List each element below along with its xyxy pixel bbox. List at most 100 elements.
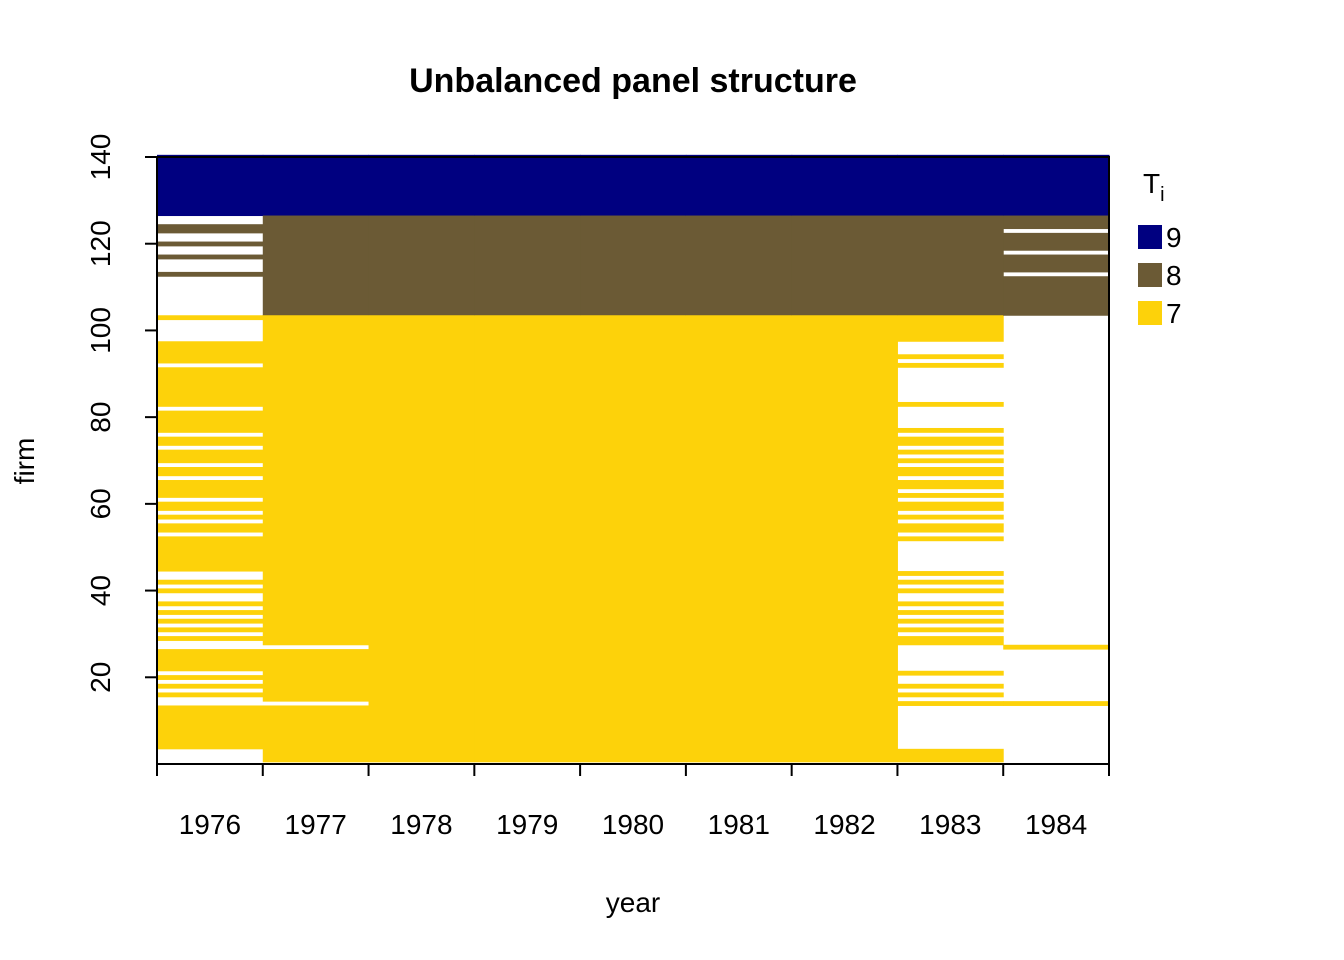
cell-run-1976-ti7 xyxy=(157,705,264,750)
cell-run-1983-ti8 xyxy=(897,215,1004,316)
cell-run-1983-ti7 xyxy=(897,493,1004,498)
cell-run-1978-ti7 xyxy=(368,315,475,763)
x-tick-label: 1982 xyxy=(813,809,875,840)
cell-run-1979-ti9 xyxy=(474,154,581,217)
legend-entries: 9 8 7 xyxy=(1138,222,1182,329)
legend-label-8: 8 xyxy=(1166,260,1182,291)
x-tick-label: 1980 xyxy=(602,809,664,840)
cell-run-1983-ti7 xyxy=(897,315,1004,342)
legend: Ti 9 8 7 xyxy=(1138,168,1182,329)
cell-run-1976-ti7 xyxy=(157,436,264,446)
x-tick-label: 1976 xyxy=(179,809,241,840)
cell-run-1976-ti7 xyxy=(157,649,264,672)
legend-swatch-9 xyxy=(1138,225,1162,249)
cell-run-1983-ti7 xyxy=(897,601,1004,607)
cell-run-1976-ti7 xyxy=(157,341,264,364)
cell-run-1983-ti7 xyxy=(897,436,1004,446)
cell-run-1983-ti7 xyxy=(897,579,1004,585)
x-tick-label: 1979 xyxy=(496,809,558,840)
x-tick-label: 1978 xyxy=(390,809,452,840)
cell-run-1981-ti7 xyxy=(685,315,793,763)
legend-title: Ti xyxy=(1143,168,1165,206)
y-axis-label: firm xyxy=(9,438,40,485)
cell-run-1976-ti7 xyxy=(157,683,264,689)
cell-run-1976-ti7 xyxy=(157,579,264,585)
cell-run-1982-ti8 xyxy=(791,215,898,316)
cell-run-1977-ti7 xyxy=(262,315,370,646)
cell-run-1983-ti7 xyxy=(897,636,1004,646)
cell-run-1976-ti7 xyxy=(157,588,264,594)
legend-swatch-8 xyxy=(1138,263,1162,287)
cell-run-1982-ti9 xyxy=(791,154,898,217)
cell-run-1978-ti9 xyxy=(368,154,475,217)
y-tick-label: 140 xyxy=(85,134,116,181)
cell-run-1983-ti7 xyxy=(897,536,1004,542)
x-tick-label: 1981 xyxy=(708,809,770,840)
cell-run-1976-ti7 xyxy=(157,610,264,615)
cell-run-1980-ti9 xyxy=(580,154,687,217)
x-tick-label: 1984 xyxy=(1025,809,1087,840)
heatmap-cells xyxy=(157,154,1110,763)
cell-run-1983-ti7 xyxy=(897,362,1004,368)
x-axis: 1976 1977 1978 1979 1980 1981 1982 1983 1984 xyxy=(156,763,1110,840)
cell-run-1980-ti8 xyxy=(580,215,687,316)
cell-run-1976-ti7 xyxy=(157,627,264,633)
cell-run-1983-ti7 xyxy=(897,692,1004,698)
cell-run-1976-ti7 xyxy=(157,410,264,433)
cell-run-1977-ti9 xyxy=(262,154,370,217)
cell-run-1976-ti8 xyxy=(157,224,264,234)
cell-run-1976-ti7 xyxy=(157,692,264,698)
cell-run-1984-ti9 xyxy=(1003,154,1110,217)
cell-run-1983-ti7 xyxy=(897,449,1004,455)
y-tick-label: 80 xyxy=(85,402,116,433)
cell-run-1977-ti7 xyxy=(262,705,370,763)
cell-run-1976-ti7 xyxy=(157,636,264,641)
cell-run-1976-ti7 xyxy=(157,315,264,321)
legend-title-main: T xyxy=(1143,168,1160,199)
cell-run-1976-ti7 xyxy=(157,514,264,520)
cell-run-1983-ti7 xyxy=(897,618,1004,624)
cell-run-1976-ti7 xyxy=(157,618,264,624)
cell-run-1983-ti7 xyxy=(897,701,1004,706)
cell-run-1983-ti7 xyxy=(897,610,1004,615)
cell-run-1983-ti7 xyxy=(897,458,1004,464)
legend-label-7: 7 xyxy=(1166,298,1182,329)
cell-run-1976-ti8 xyxy=(157,271,264,277)
x-tick-label: 1983 xyxy=(919,809,981,840)
cell-run-1976-ti7 xyxy=(157,523,264,533)
cell-run-1981-ti8 xyxy=(685,215,793,316)
cell-run-1976-ti7 xyxy=(157,367,264,407)
cell-run-1976-ti7 xyxy=(157,480,264,498)
y-tick-label: 40 xyxy=(85,575,116,606)
cell-run-1984-ti8 xyxy=(1003,232,1110,251)
cell-run-1976-ti7 xyxy=(157,501,264,511)
cell-run-1976-ti7 xyxy=(157,536,264,572)
cell-run-1983-ti7 xyxy=(897,401,1004,407)
chart-title: Unbalanced panel structure xyxy=(409,62,857,100)
cell-run-1983-ti7 xyxy=(897,571,1004,576)
y-tick-label: 120 xyxy=(85,220,116,267)
cell-run-1983-ti7 xyxy=(897,480,1004,490)
x-axis-label: year xyxy=(606,887,660,918)
y-axis: 20 40 60 80 100 120 140 xyxy=(85,134,158,764)
cell-run-1980-ti7 xyxy=(580,315,687,763)
cell-run-1979-ti7 xyxy=(474,315,581,763)
cell-run-1984-ti8 xyxy=(1003,215,1110,230)
cell-run-1978-ti8 xyxy=(368,215,475,316)
cell-run-1983-ti7 xyxy=(897,467,1004,477)
cell-run-1984-ti7 xyxy=(1003,644,1110,650)
cell-run-1983-ti7 xyxy=(897,588,1004,594)
legend-swatch-7 xyxy=(1138,301,1162,325)
cell-run-1981-ti9 xyxy=(685,154,793,217)
cell-run-1983-ti7 xyxy=(897,627,1004,633)
cell-run-1983-ti7 xyxy=(897,748,1004,763)
cell-run-1977-ti7 xyxy=(262,649,370,702)
cell-run-1976-ti9 xyxy=(157,154,264,217)
cell-run-1977-ti8 xyxy=(262,215,370,316)
y-tick-label: 60 xyxy=(85,488,116,519)
cell-run-1976-ti7 xyxy=(157,467,264,477)
cell-run-1982-ti7 xyxy=(791,315,898,763)
y-tick-label: 20 xyxy=(85,662,116,693)
cell-run-1976-ti7 xyxy=(157,675,264,680)
